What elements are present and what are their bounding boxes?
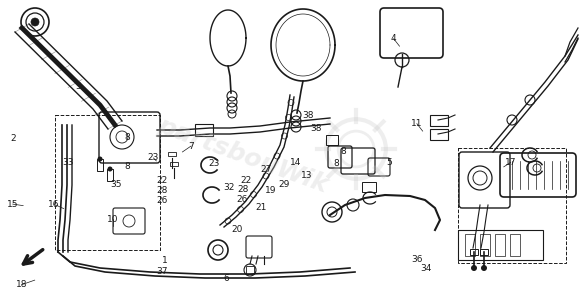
Text: 3: 3 (75, 82, 81, 91)
Text: 17: 17 (505, 158, 516, 167)
Text: 37: 37 (156, 267, 168, 276)
Text: 8: 8 (333, 159, 339, 168)
Text: partsbouWik: partsbouWik (155, 113, 332, 197)
Bar (430, 115, 448, 126)
Bar (458, 230, 543, 260)
Bar (430, 129, 448, 140)
Text: 8: 8 (124, 162, 130, 171)
Bar (480, 234, 490, 256)
Text: 8: 8 (340, 148, 346, 156)
Text: 10: 10 (107, 215, 119, 224)
Bar (170, 162, 178, 166)
Text: 27: 27 (261, 165, 272, 174)
Text: 11: 11 (411, 119, 423, 128)
Text: 8: 8 (124, 133, 130, 142)
Bar (465, 234, 475, 256)
Text: 14: 14 (290, 158, 301, 167)
Text: 29: 29 (278, 180, 290, 189)
Text: 36: 36 (411, 255, 423, 264)
Bar (510, 234, 520, 256)
Text: 15: 15 (7, 200, 19, 209)
Bar (470, 249, 478, 255)
Bar (55, 115, 160, 250)
Text: 13: 13 (301, 171, 313, 180)
Text: 22: 22 (240, 176, 252, 185)
Text: 38: 38 (302, 111, 314, 120)
Text: 19: 19 (265, 186, 277, 195)
Text: 38: 38 (310, 124, 321, 133)
Text: 18: 18 (16, 280, 28, 289)
Bar (168, 152, 176, 156)
Text: 26: 26 (156, 196, 168, 205)
Bar (362, 182, 376, 192)
Circle shape (481, 265, 487, 271)
Text: 20: 20 (232, 225, 243, 234)
Text: 1: 1 (162, 256, 168, 265)
Text: 21: 21 (255, 203, 266, 212)
Text: 28: 28 (156, 186, 168, 195)
Circle shape (471, 265, 477, 271)
Text: 23: 23 (208, 159, 220, 168)
Text: 4: 4 (391, 34, 397, 43)
Text: 5: 5 (386, 158, 392, 167)
Text: 7: 7 (188, 142, 194, 150)
Circle shape (108, 167, 112, 172)
Bar (107, 169, 113, 181)
Text: 32: 32 (223, 183, 234, 192)
Text: 26: 26 (236, 195, 248, 204)
Text: 28: 28 (237, 185, 249, 194)
Bar (495, 234, 505, 256)
Circle shape (31, 18, 39, 26)
Bar (195, 124, 213, 136)
Bar (326, 135, 338, 145)
Text: 35: 35 (110, 180, 122, 189)
Bar (480, 249, 488, 255)
Text: 16: 16 (48, 200, 60, 209)
Text: 6: 6 (223, 274, 229, 283)
Text: 2: 2 (10, 134, 16, 143)
Text: 22: 22 (156, 176, 168, 185)
Text: 23: 23 (148, 153, 159, 162)
Bar (458, 148, 566, 263)
Bar (97, 159, 103, 171)
Text: 33: 33 (63, 158, 74, 167)
Text: 34: 34 (420, 264, 431, 273)
Bar (246, 266, 254, 274)
Circle shape (97, 156, 102, 162)
